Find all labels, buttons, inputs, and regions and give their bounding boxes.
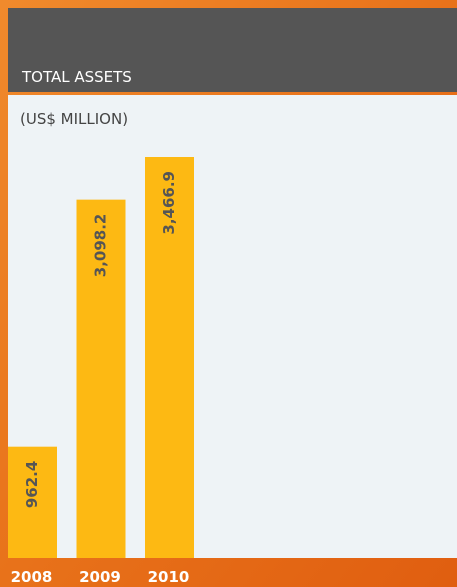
plot-panel [8, 95, 457, 558]
bar [145, 157, 194, 558]
value-label: 3,098.2 [92, 214, 110, 278]
bar [8, 446, 57, 558]
chart-subtitle: (US$ MILLION) [20, 110, 128, 128]
value-label: 962.4 [23, 461, 41, 508]
x-tick-label: 2009 [79, 568, 121, 586]
value-label: 3,466.9 [160, 171, 178, 235]
header-band [8, 8, 457, 92]
x-tick-label: 2008 [11, 568, 53, 586]
x-tick-label: 2010 [148, 568, 190, 586]
chart-title: TOTAL ASSETS [21, 68, 132, 86]
bar [76, 199, 126, 558]
